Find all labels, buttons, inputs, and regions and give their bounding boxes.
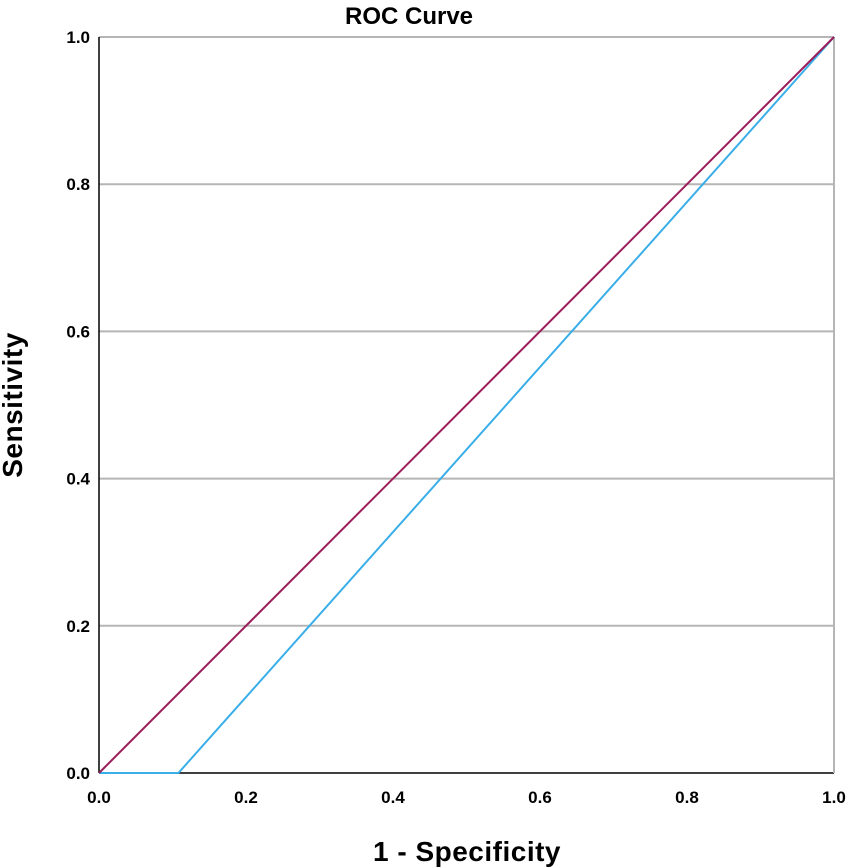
y-tick-label-2: 0.4	[66, 470, 90, 489]
series-lines	[98, 36, 835, 774]
x-tick-labels: 0.0 0.2 0.4 0.6 0.8 1.0	[87, 788, 846, 807]
x-tick-label-4: 0.8	[675, 788, 699, 807]
x-axis-title: 1 - Specificity	[373, 836, 561, 867]
y-tick-label-0: 0.0	[66, 764, 90, 783]
x-tick-label-0: 0.0	[87, 788, 111, 807]
y-tick-labels: 0.0 0.2 0.4 0.6 0.8 1.0	[66, 28, 90, 783]
series-line-0	[99, 36, 835, 774]
y-tick-label-5: 1.0	[66, 28, 90, 47]
series-line-1	[98, 36, 835, 774]
x-tick-label-1: 0.2	[234, 788, 258, 807]
y-tick-label-1: 0.2	[66, 617, 90, 636]
x-tick-label-5: 1.0	[822, 788, 846, 807]
y-tick-label-4: 0.8	[66, 175, 90, 194]
grid	[99, 36, 834, 627]
y-axis-title: Sensitivity	[0, 332, 28, 478]
chart-title: ROC Curve	[345, 3, 473, 30]
x-tick-label-2: 0.4	[381, 788, 405, 807]
x-tick-label-3: 0.6	[528, 788, 552, 807]
plot-frame	[98, 37, 835, 774]
y-tick-label-3: 0.6	[66, 322, 90, 341]
